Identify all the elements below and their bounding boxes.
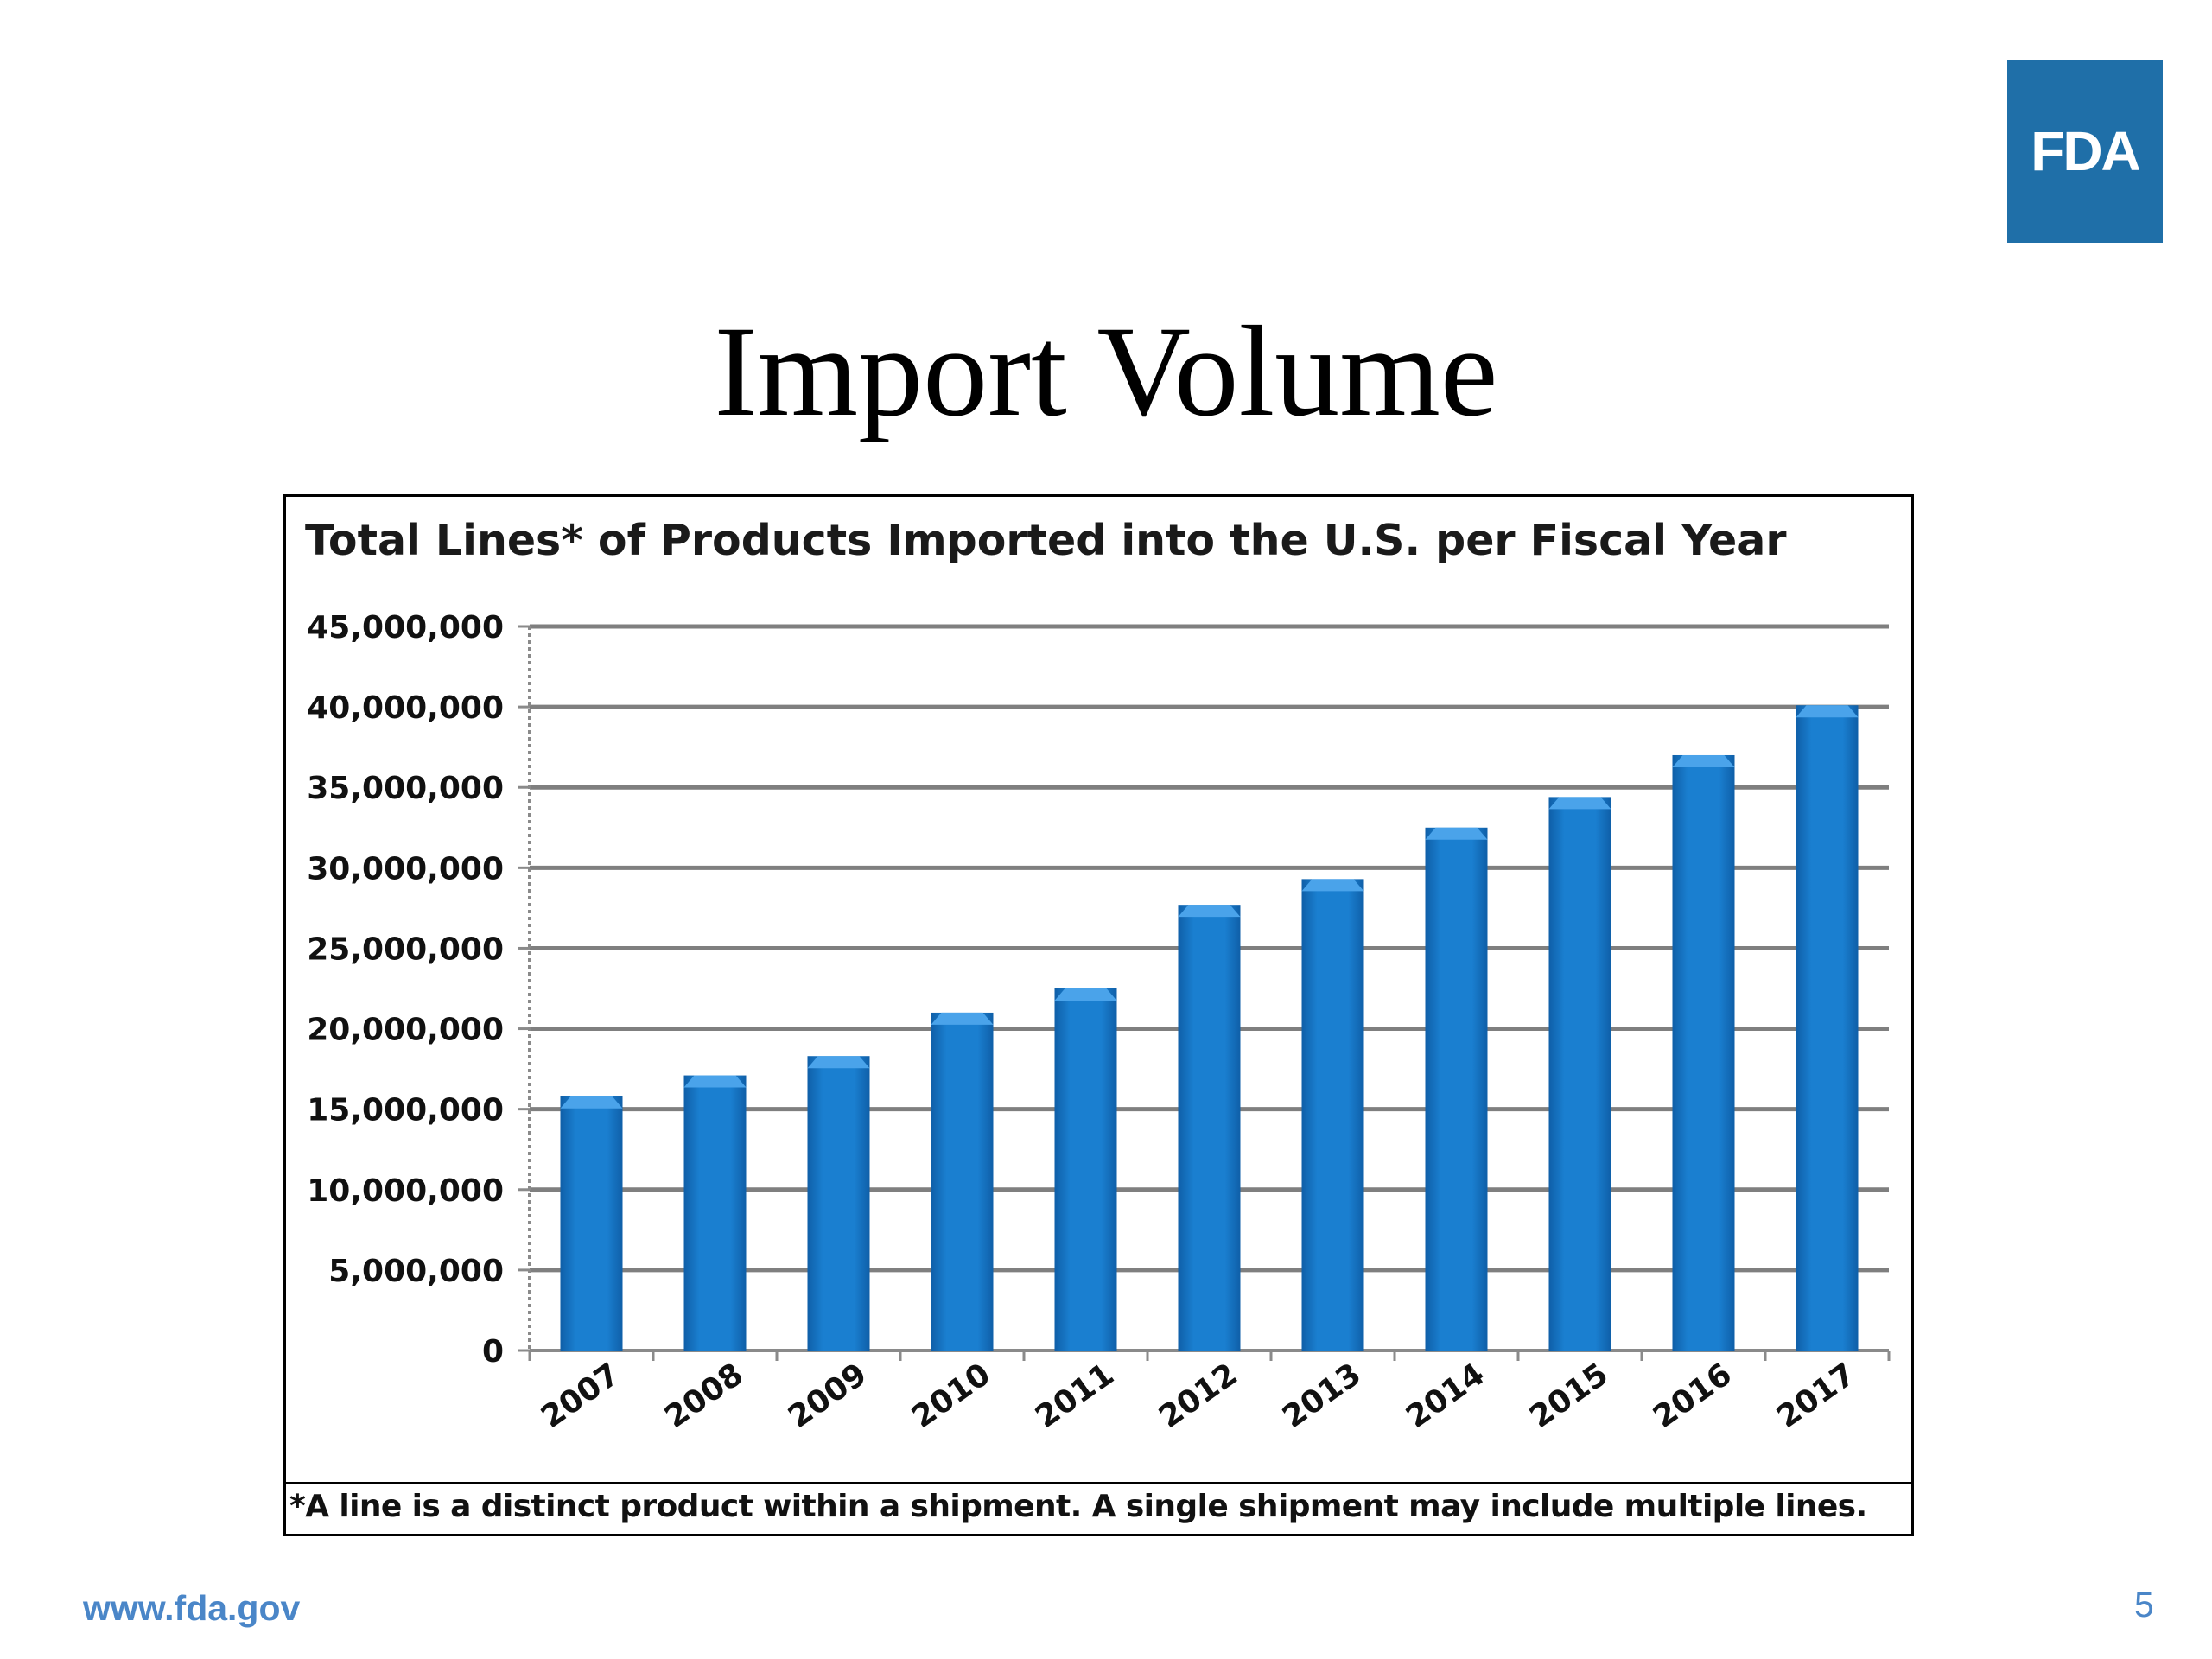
x-tick-label: 2010 bbox=[906, 1357, 997, 1435]
bar-top bbox=[560, 1096, 623, 1109]
x-tick-label: 2016 bbox=[1647, 1357, 1738, 1435]
bar bbox=[560, 1096, 623, 1351]
x-tick-label: 2011 bbox=[1029, 1357, 1121, 1435]
y-tick-label: 35,000,000 bbox=[307, 771, 504, 806]
bar bbox=[1672, 754, 1735, 1351]
bar-top bbox=[1548, 797, 1611, 810]
bar bbox=[931, 1012, 994, 1351]
x-tick-label: 2012 bbox=[1153, 1357, 1244, 1435]
bar-top bbox=[1301, 879, 1364, 892]
bar-top bbox=[1672, 754, 1735, 767]
y-tick-label: 45,000,000 bbox=[307, 610, 504, 645]
footnote-divider bbox=[286, 1482, 1911, 1484]
bar bbox=[1054, 988, 1117, 1351]
bar bbox=[1301, 879, 1364, 1351]
x-tick-label: 2009 bbox=[782, 1357, 874, 1435]
bar bbox=[1425, 827, 1488, 1351]
y-tick-label: 10,000,000 bbox=[307, 1173, 504, 1209]
x-tick-label: 2007 bbox=[535, 1357, 626, 1435]
y-tick-label: 40,000,000 bbox=[307, 690, 504, 726]
bar bbox=[1796, 705, 1859, 1351]
bar-top bbox=[807, 1056, 870, 1069]
chart-title: Total Lines* of Products Imported into t… bbox=[305, 516, 1787, 565]
bar bbox=[683, 1075, 747, 1351]
y-tick-label: 15,000,000 bbox=[307, 1093, 504, 1128]
chart-footnote: *A line is a distinct product within a s… bbox=[289, 1489, 1867, 1524]
slide-title: Import Volume bbox=[714, 300, 1498, 443]
bar-top bbox=[1425, 827, 1488, 840]
x-tick-label: 2014 bbox=[1400, 1357, 1491, 1435]
bar-chart: 0 5,000,000 10,000,000 15,000,000 20,000,000… bbox=[307, 610, 1891, 1435]
y-tick-label: 5,000,000 bbox=[328, 1254, 504, 1289]
y-tick-label: 30,000,000 bbox=[307, 851, 504, 887]
bar-top bbox=[683, 1075, 747, 1088]
x-tick-label: 2015 bbox=[1523, 1357, 1615, 1435]
website-url: www.fda.gov bbox=[83, 1588, 301, 1628]
page-number: 5 bbox=[2134, 1585, 2154, 1624]
bar-top bbox=[931, 1012, 994, 1025]
chart-container: Total Lines* of Products Imported into t… bbox=[283, 494, 1914, 1536]
bar-top bbox=[1054, 988, 1117, 1001]
y-tick-label: 20,000,000 bbox=[307, 1013, 504, 1048]
y-tick-label: 0 bbox=[482, 1334, 504, 1370]
x-tick-label: 2013 bbox=[1276, 1357, 1368, 1435]
bar-top bbox=[1178, 905, 1241, 918]
y-tick-label: 25,000,000 bbox=[307, 931, 504, 967]
bar bbox=[1178, 905, 1241, 1351]
fda-logo: FDA bbox=[2007, 60, 2163, 243]
x-tick-label: 2017 bbox=[1770, 1357, 1862, 1435]
bar bbox=[807, 1056, 870, 1351]
bar bbox=[1548, 797, 1611, 1351]
x-tick-label: 2008 bbox=[658, 1357, 750, 1435]
bar-top bbox=[1796, 705, 1859, 718]
